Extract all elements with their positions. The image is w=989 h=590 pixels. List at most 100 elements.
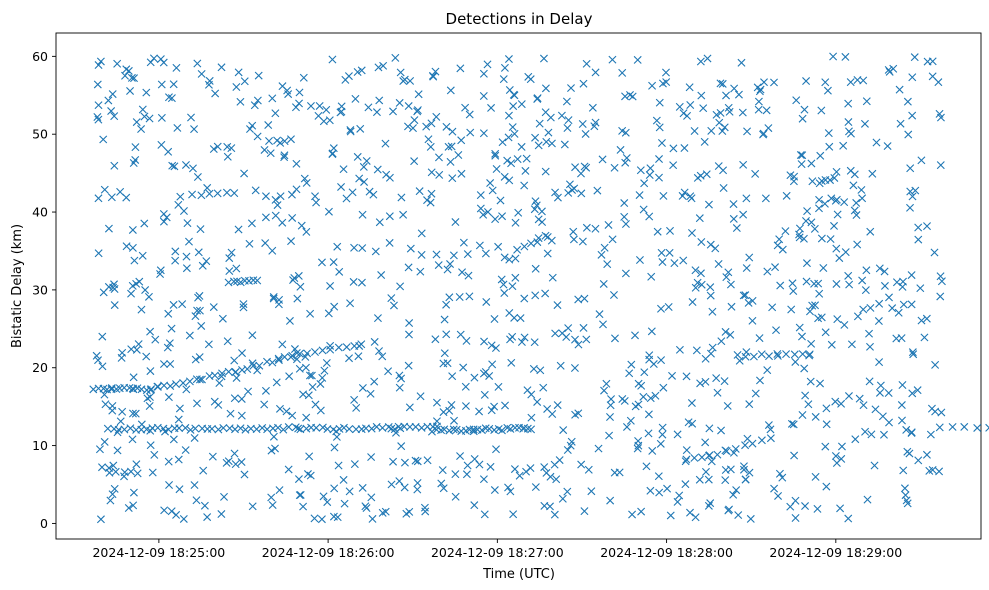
detection-point (172, 380, 180, 389)
detection-point (121, 71, 130, 80)
detection-point (935, 467, 944, 476)
detection-point (599, 279, 608, 288)
detection-point (470, 501, 479, 510)
detection-point (590, 122, 599, 131)
detection-point (539, 54, 548, 63)
detection-point (426, 142, 435, 151)
detection-point (342, 194, 351, 203)
y-tick-label: 20 (32, 360, 48, 375)
detection-point (654, 472, 663, 481)
detection-point (500, 172, 509, 181)
detection-point (261, 192, 270, 201)
detection-point (749, 352, 758, 361)
detection-point (225, 267, 234, 276)
detection-point (639, 392, 648, 401)
detection-point (303, 349, 312, 358)
detection-point (866, 227, 875, 236)
detection-point (317, 258, 326, 267)
detection-point (184, 237, 193, 246)
detection-point (778, 473, 787, 482)
detection-point (591, 68, 600, 77)
detection-point (490, 426, 499, 435)
detection-point (292, 349, 301, 357)
x-tick-label: 2024-12-09 18:29:00 (769, 545, 902, 560)
detection-point (559, 426, 568, 435)
detection-point (527, 239, 536, 248)
detection-point (567, 84, 575, 93)
detection-point (159, 360, 168, 369)
detection-point (174, 455, 183, 464)
detection-point (907, 300, 916, 309)
detection-point (261, 213, 270, 222)
detection-point (328, 55, 337, 64)
detection-point (646, 486, 655, 495)
detection-point (375, 218, 384, 227)
detection-point (372, 108, 381, 117)
detection-point (841, 248, 850, 257)
detection-point (657, 356, 666, 365)
detection-point (164, 457, 173, 466)
detection-point (739, 160, 748, 169)
detection-point (517, 338, 526, 346)
detection-point (239, 300, 248, 309)
detection-point (620, 212, 629, 221)
detection-point (98, 463, 106, 472)
detection-point (125, 383, 134, 392)
detection-point (569, 235, 578, 244)
detection-point (480, 390, 489, 399)
detection-point (729, 200, 738, 209)
detection-point (110, 484, 119, 493)
detection-point (823, 86, 832, 95)
detection-point (634, 400, 643, 409)
detection-point (681, 457, 690, 466)
detection-point (711, 244, 720, 253)
detection-point (185, 377, 194, 386)
detection-point (541, 84, 550, 93)
detection-point (113, 59, 122, 68)
detection-point (646, 164, 655, 173)
detection-point (169, 300, 178, 309)
detection-point (935, 423, 944, 432)
detection-point (682, 446, 691, 455)
detection-point (166, 360, 175, 368)
detection-point (903, 97, 912, 106)
detection-point (803, 207, 812, 216)
detection-point (488, 186, 497, 195)
detection-point (237, 458, 246, 467)
detection-point (620, 396, 629, 405)
detection-point (527, 413, 536, 422)
detection-point (107, 193, 116, 202)
detection-point (413, 479, 422, 488)
detection-point (884, 65, 893, 74)
detection-point (825, 142, 834, 151)
detection-point (275, 404, 284, 413)
detection-point (852, 211, 861, 220)
detection-point (831, 452, 840, 460)
detection-point (196, 225, 205, 234)
detection-point (146, 58, 155, 67)
detection-point (465, 110, 474, 119)
detection-point (647, 327, 656, 336)
detection-point (414, 90, 423, 99)
detection-point (459, 238, 468, 247)
detection-point (536, 366, 545, 375)
detection-point (217, 510, 226, 519)
detection-point (622, 153, 631, 162)
detection-point (194, 293, 203, 302)
detection-point (670, 259, 679, 268)
detection-point (850, 206, 859, 215)
detection-point (491, 151, 500, 160)
detection-point (335, 267, 344, 276)
detection-point (579, 79, 588, 88)
detection-point (914, 223, 923, 232)
detection-point (240, 77, 249, 86)
detection-point (928, 72, 937, 81)
detection-point (789, 420, 798, 429)
detection-point (555, 456, 564, 465)
detection-point (504, 133, 513, 142)
detection-point (385, 238, 394, 247)
detection-point (697, 280, 706, 289)
detection-point (132, 118, 141, 127)
detection-point (181, 423, 190, 432)
detection-point (483, 60, 492, 69)
